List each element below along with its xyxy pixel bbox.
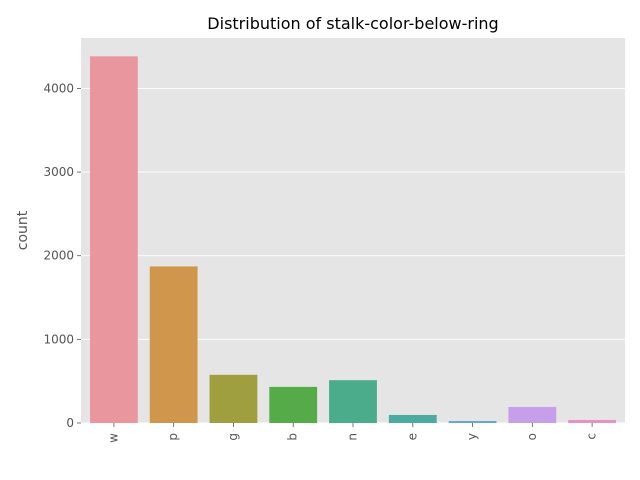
x-tick-label: n xyxy=(346,433,360,441)
y-tick-label: 2000 xyxy=(43,249,74,263)
x-tick-label: y xyxy=(465,433,479,440)
bar-g xyxy=(209,374,258,423)
bar-y xyxy=(448,420,497,423)
bar-p xyxy=(149,266,198,423)
y-tick-label: 1000 xyxy=(43,332,74,346)
x-tick-label: o xyxy=(525,433,539,440)
y-tick-label: 0 xyxy=(66,416,74,430)
bar-c xyxy=(568,419,617,423)
y-tick-label: 3000 xyxy=(43,165,74,179)
y-tick-label: 4000 xyxy=(43,81,74,95)
y-axis-label: count xyxy=(15,210,31,250)
x-tick-label: w xyxy=(106,433,120,443)
chart-title: Distribution of stalk-color-below-ring xyxy=(207,14,498,33)
x-tick-label: g xyxy=(226,433,240,441)
y-axis-ticks: 0 1000 2000 3000 4000 xyxy=(43,81,81,430)
bar-e xyxy=(388,414,437,423)
bar-n xyxy=(329,380,377,423)
bar-w xyxy=(89,56,138,423)
x-tick-label: p xyxy=(166,433,180,441)
bars xyxy=(89,56,617,423)
bar-o xyxy=(508,406,557,423)
x-tick-label: b xyxy=(286,433,300,441)
x-tick-label: c xyxy=(585,433,599,440)
x-tick-label: e xyxy=(405,433,419,440)
bar-b xyxy=(269,386,318,423)
